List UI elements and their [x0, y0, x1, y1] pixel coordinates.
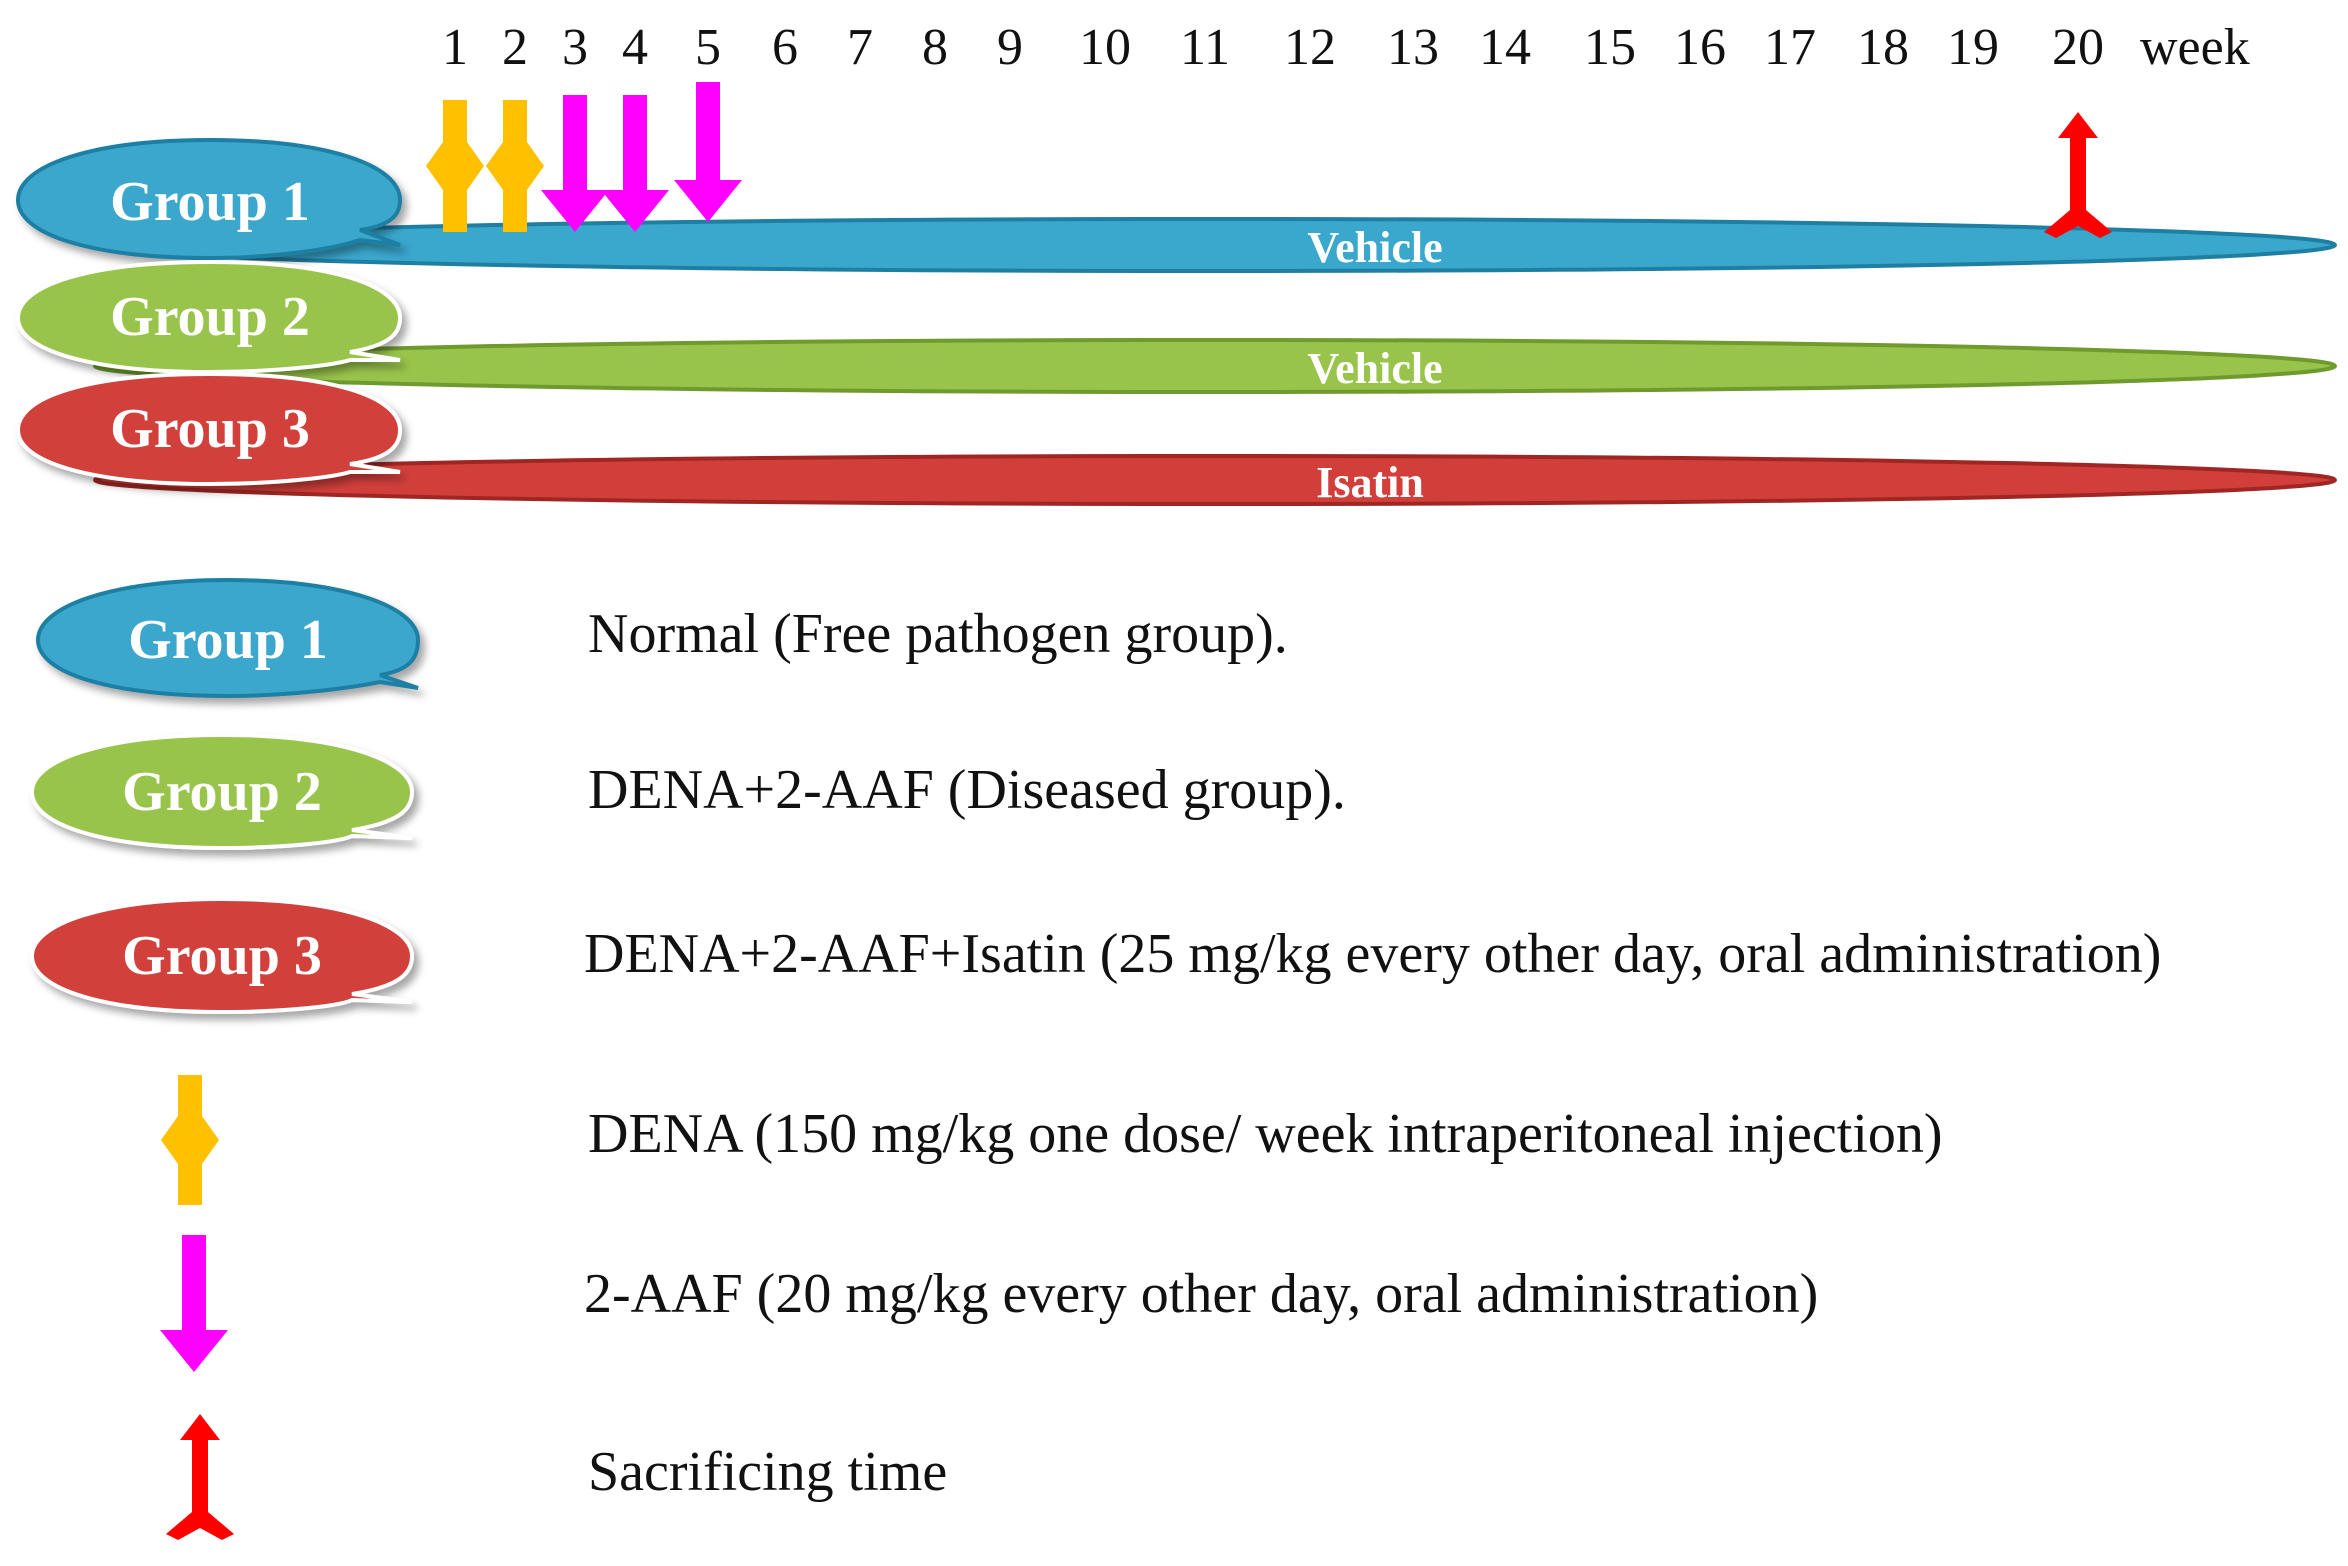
legend-sacrifice-desc: Sacrificing time: [588, 1441, 947, 1503]
week-tick-label: 20: [2052, 19, 2104, 76]
week-tick-label: 9: [997, 19, 1023, 76]
week-tick-label: 10: [1079, 19, 1131, 76]
dena-injection-marker: [161, 1075, 219, 1205]
group-1-badge-label: Group 1: [110, 171, 310, 233]
legend-aaf-desc: 2-AAF (20 mg/kg every other day, oral ad…: [584, 1263, 1818, 1325]
legend-group-3-badge: Group 3: [29, 896, 415, 1015]
legend-group-2-badge: Group 2: [29, 732, 415, 851]
legend-aaf-marker: [160, 1235, 228, 1372]
week-tick-label: 2: [502, 19, 528, 76]
legend-group-2-label: Group 2: [122, 761, 322, 823]
week-tick-label: 15: [1584, 19, 1636, 76]
week-tick-label: 19: [1947, 19, 1999, 76]
legend-sacrifice-marker: [166, 1414, 234, 1540]
group-3-bar: Isatin: [93, 454, 2337, 507]
week-tick-label: 3: [562, 19, 588, 76]
group-2-bar-label: Vehicle: [1307, 344, 1442, 393]
group-1-bar: Vehicle: [93, 217, 2337, 273]
aaf-dose-arrow: [674, 82, 742, 222]
week-tick-label: 8: [922, 19, 948, 76]
legend-dena-desc: DENA (150 mg/kg one dose/ week intraperi…: [588, 1103, 1943, 1165]
week-tick-label: 14: [1479, 19, 1531, 76]
legend-group-3-desc: DENA+2-AAF+Isatin (25 mg/kg every other …: [584, 923, 2161, 985]
legend-group-3-label: Group 3: [122, 925, 322, 987]
week-tick-label: 1: [442, 19, 468, 76]
timeline-markers: [426, 82, 2112, 238]
group-1-badge: Group 1: [15, 137, 403, 261]
group-1-bar-label: Vehicle: [1307, 223, 1442, 272]
aaf-dose-arrow: [541, 95, 609, 232]
week-tick-label: 11: [1180, 19, 1230, 76]
week-tick-label: 6: [772, 19, 798, 76]
week-tick-label: 13: [1387, 19, 1439, 76]
week-tick-label: 12: [1284, 19, 1336, 76]
week-tick-label: 7: [847, 19, 873, 76]
aaf-dose-arrow: [160, 1235, 228, 1372]
group-3-badge: Group 3: [15, 371, 403, 487]
aaf-dose-arrow: [601, 95, 669, 232]
week-tick-label: 17: [1764, 19, 1816, 76]
group-3-badge-label: Group 3: [110, 398, 310, 460]
legend-group-2-desc: DENA+2-AAF (Diseased group).: [588, 759, 1346, 821]
legend-group-1-badge: Group 1: [35, 577, 421, 699]
group-2-bar: Vehicle: [93, 338, 2337, 394]
week-tick-label: 4: [622, 19, 648, 76]
sacrifice-marker: [2044, 112, 2112, 238]
sacrifice-marker: [166, 1414, 234, 1540]
week-unit-label: week: [2140, 19, 2250, 76]
legend-group-1-label: Group 1: [128, 609, 328, 671]
dena-injection-marker: [426, 100, 484, 232]
week-tick-label: 5: [695, 19, 721, 76]
group-2-badge: Group 2: [15, 259, 403, 375]
week-tick-label: 16: [1674, 19, 1726, 76]
week-axis: 1 2 3 4 5 6 7 8 9 10 11 12 13 14 15 16 17 18 19 20: [442, 19, 2104, 76]
legend-group-1-desc: Normal (Free pathogen group).: [588, 603, 1288, 665]
group-2-badge-label: Group 2: [110, 286, 310, 348]
week-tick-label: 18: [1857, 19, 1909, 76]
legend-dena-marker: [161, 1075, 219, 1205]
dena-injection-marker: [486, 100, 544, 232]
group-3-bar-label: Isatin: [1316, 458, 1424, 507]
legend: Group 1 Normal (Free pathogen group). Gr…: [29, 577, 2161, 1540]
